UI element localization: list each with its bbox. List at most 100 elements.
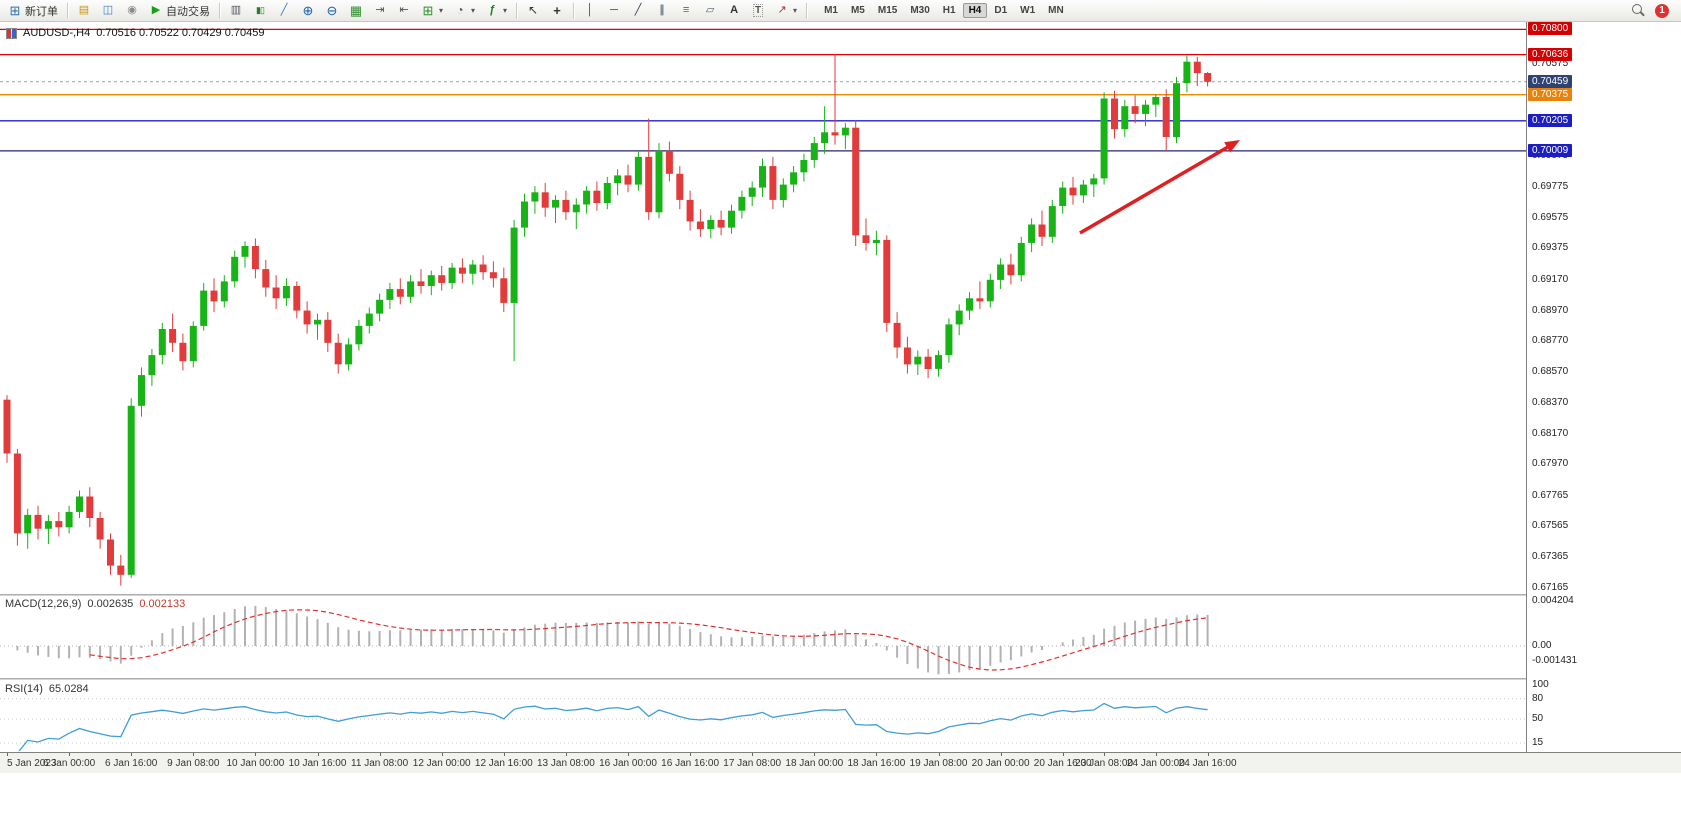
trendline-button[interactable] [627, 2, 649, 20]
rsi-line [18, 702, 1208, 751]
indicators-button[interactable]: ▾ [481, 2, 511, 20]
candlestick-chart[interactable] [0, 22, 1526, 594]
zoom-in-icon [301, 3, 315, 18]
line-chart-button[interactable] [273, 2, 295, 20]
zoom-out-icon [325, 3, 339, 18]
candle [593, 181, 601, 211]
time-label: 16 Jan 00:00 [599, 758, 657, 769]
panel-separator[interactable] [0, 594, 1681, 596]
time-label: 17 Jan 08:00 [723, 758, 782, 769]
new-order-button[interactable]: 新订单 [4, 2, 62, 20]
candle [1121, 100, 1129, 137]
chart-shift-button[interactable] [393, 2, 415, 20]
fibonacci-button[interactable] [675, 2, 697, 20]
timeframe-group: M1 M5 M15 M30 H1 H4 D1 W1 MN [818, 3, 1070, 18]
candle [345, 338, 353, 371]
one-click-trading-icon[interactable] [6, 27, 17, 39]
timeframe-h1[interactable]: H1 [942, 5, 956, 16]
rsi-panel[interactable] [0, 680, 1526, 751]
candle [955, 304, 963, 336]
chart-shift-icon [397, 3, 411, 18]
price-level-badge: 0.70009 [1528, 143, 1573, 157]
trendline-icon [631, 3, 645, 18]
bar-chart-button[interactable] [225, 2, 247, 20]
auto-scroll-button[interactable] [369, 2, 391, 20]
terminal-button[interactable] [121, 2, 143, 20]
new-chart-button[interactable]: ▾ [417, 2, 447, 20]
rsi-axis-label: 15 [1532, 737, 1544, 748]
price-tick: 0.67565 [1532, 520, 1569, 532]
candle [282, 278, 290, 306]
macd-axis-label: -0.001431 [1532, 655, 1578, 667]
navigator-button[interactable] [97, 2, 119, 20]
timeframe-d1[interactable]: D1 [994, 5, 1008, 16]
bar-chart-icon [229, 3, 243, 18]
current-price-badge: 0.70459 [1528, 74, 1573, 88]
zoom-in-button[interactable] [297, 2, 319, 20]
rsi-name: RSI(14) [5, 683, 43, 695]
timeframe-h4[interactable]: H4 [962, 3, 988, 18]
market-watch-button[interactable] [73, 2, 95, 20]
time-label: 20 Jan 00:00 [971, 758, 1030, 769]
candle [396, 278, 404, 305]
candlestick-chart-button[interactable] [249, 2, 271, 20]
new-order-label: 新订单 [25, 5, 58, 18]
autotrade-button[interactable]: 自动交易 [145, 2, 214, 20]
time-axis[interactable]: 5 Jan 2023 6 Jan 00:00 6 Jan 16:00 9 Jan 08… [0, 752, 1681, 773]
candle [117, 554, 125, 586]
text-button[interactable] [723, 2, 745, 20]
horizontal-line-button[interactable] [603, 2, 625, 20]
candle [272, 275, 280, 309]
price-axis[interactable]: 0.707750.705750.703750.701750.699750.697… [1526, 22, 1681, 752]
candle [1142, 100, 1149, 127]
timeframe-w1[interactable]: W1 [1020, 5, 1036, 16]
candle [458, 258, 466, 283]
time-tick [193, 753, 195, 756]
price-tick: 0.67165 [1532, 581, 1569, 593]
timeframe-m30[interactable]: M30 [910, 5, 930, 16]
label-button[interactable] [747, 2, 769, 20]
chevron-down-icon: ▾ [793, 6, 798, 15]
notification-badge[interactable]: 1 [1655, 3, 1669, 18]
time-label: 9 Jan 08:00 [167, 758, 220, 769]
shapes-button[interactable] [699, 2, 721, 20]
candle [810, 136, 818, 168]
candle [769, 156, 777, 210]
macd-panel[interactable] [0, 596, 1526, 678]
candle [759, 158, 766, 197]
candle [1059, 181, 1067, 214]
profiles-button[interactable]: ▾ [449, 2, 479, 20]
time-label: 12 Jan 16:00 [474, 758, 533, 769]
zoom-out-button[interactable] [321, 2, 343, 20]
candle [1111, 90, 1118, 139]
candle [210, 278, 218, 313]
rsi-value: 65.0284 [48, 683, 89, 695]
timeframe-mn[interactable]: MN [1048, 5, 1064, 16]
vertical-line-button[interactable] [579, 2, 601, 20]
candle [696, 209, 704, 237]
crosshair-button[interactable] [546, 2, 568, 20]
timeframe-m1[interactable]: M1 [824, 5, 838, 16]
macd-axis-label: 0.004204 [1532, 594, 1574, 606]
timeframe-m15[interactable]: M15 [877, 5, 898, 16]
new-order-icon [8, 3, 22, 18]
trend-arrow[interactable] [1079, 142, 1234, 235]
candle [96, 511, 104, 549]
arrow-tool-button[interactable]: ▾ [771, 2, 801, 20]
channel-button[interactable] [651, 2, 673, 20]
candle [665, 141, 673, 182]
candle [479, 255, 487, 280]
tile-windows-button[interactable] [345, 2, 367, 20]
candle [76, 490, 83, 518]
timeframe-m5[interactable]: M5 [850, 5, 865, 16]
search-icon[interactable] [1632, 4, 1645, 17]
candle [34, 505, 42, 540]
time-tick [1062, 753, 1064, 756]
time-tick [1207, 753, 1209, 756]
panel-separator[interactable] [0, 678, 1681, 680]
time-tick [441, 753, 443, 756]
candle [562, 190, 570, 220]
cursor-button[interactable] [522, 2, 544, 20]
candle [686, 190, 694, 231]
